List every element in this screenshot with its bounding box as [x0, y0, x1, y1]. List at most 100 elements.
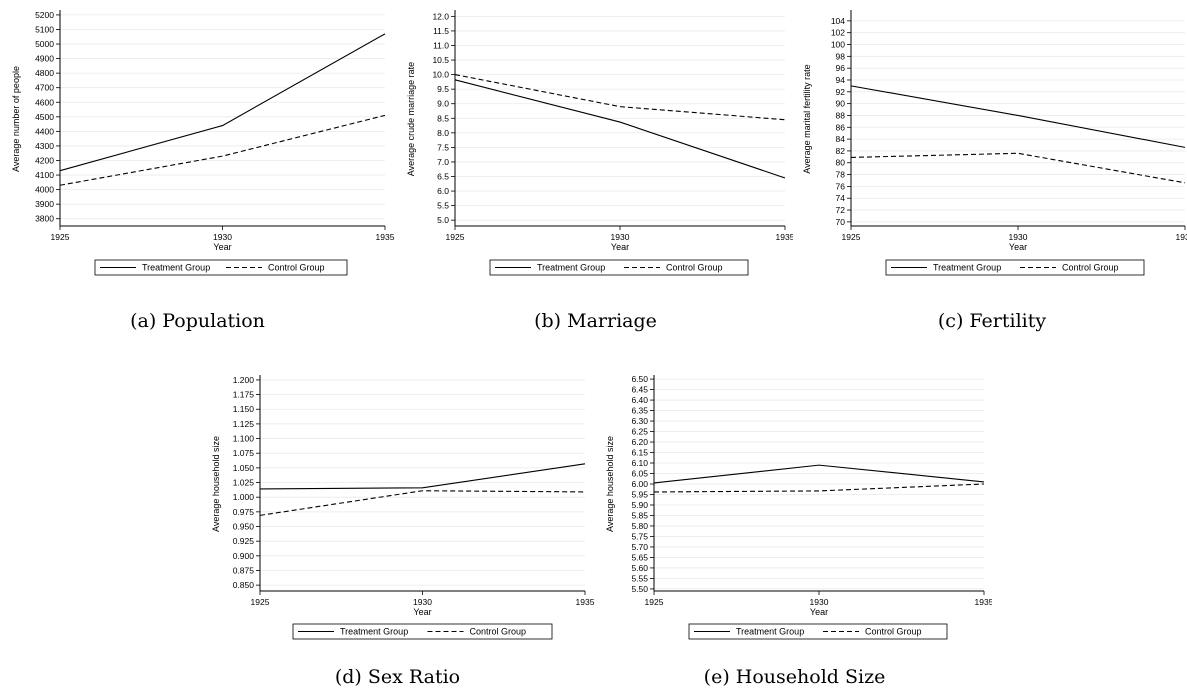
- y-tick-label: 5200: [35, 10, 54, 20]
- y-tick-label: 6.40: [631, 395, 648, 405]
- y-tick-label: 0.950: [233, 522, 255, 532]
- y-tick-label: 4000: [35, 185, 54, 195]
- chart-svg: 3800 3900 4000 4100 4200 4300 4400 4500 4600 4700…: [11, 10, 395, 332]
- y-tick-label: 100: [831, 40, 845, 50]
- y-tick-label: 7.5: [437, 142, 449, 152]
- control-group-line: [653, 483, 985, 493]
- y-tick-label: 6.20: [631, 437, 648, 447]
- y-tick-label: 1.050: [233, 463, 255, 473]
- y-tick-label: 11.0: [433, 40, 449, 50]
- legend-label: Treatment Group: [142, 263, 210, 273]
- y-tick-label: 6.50: [631, 374, 648, 384]
- legend-label: Control Group: [865, 627, 922, 637]
- x-tick-label: 1935: [576, 597, 595, 607]
- y-tick-label: 98: [836, 51, 846, 61]
- chart-svg: 5.505.555.605.655.705.755.805.855.905.95…: [605, 374, 992, 688]
- y-tick-label: 4100: [35, 170, 54, 180]
- y-tick-label: 6.45: [631, 385, 648, 395]
- y-tick-label: 5.70: [631, 542, 648, 552]
- x-tick-label: 1925: [842, 232, 861, 242]
- treatment-group-line: [653, 464, 985, 484]
- x-tick-label: 1930: [810, 597, 829, 607]
- y-tick-label: 1.175: [233, 390, 255, 400]
- y-tick-label: 102: [831, 28, 845, 38]
- y-tick-label: 90: [836, 99, 846, 109]
- y-tick-label: 5000: [35, 39, 54, 49]
- x-tick-label: 1930: [1009, 232, 1028, 242]
- y-tick-label: 72: [836, 205, 846, 215]
- chart-svg: 0.850 0.875 0.900 0.925 0.950 0.975 1.000 1.025…: [211, 375, 595, 688]
- x-axis-label: Year: [413, 607, 431, 617]
- y-tick-label: 1.150: [233, 404, 255, 414]
- y-tick-label: 0.975: [233, 507, 255, 517]
- y-tick-label: 7.0: [437, 157, 449, 167]
- y-tick-label: 5.75: [631, 531, 648, 541]
- legend-box: [94, 259, 348, 276]
- y-axis-label: Average number of people: [11, 66, 21, 172]
- y-tick-label: 1.125: [233, 419, 255, 429]
- treatment-group-line: [259, 463, 586, 490]
- y-tick-label: 1.200: [233, 375, 255, 385]
- y-tick-label: 0.875: [233, 565, 255, 575]
- y-tick-label: 5.85: [631, 510, 648, 520]
- y-tick-label: 5.65: [631, 552, 648, 562]
- x-tick-label: 1930: [413, 597, 432, 607]
- y-tick-label: 80: [836, 158, 846, 168]
- chart-panel-household-size: 5.50 5.55 5.60 5.65 5.70 5.75 5.80 5.85 5.90 5.95…: [597, 365, 992, 693]
- legend-box: [885, 259, 1145, 276]
- y-tick-label: 10.5: [432, 55, 449, 65]
- y-tick-label: 12.0: [432, 11, 449, 21]
- y-axis-label: Average household size: [605, 436, 615, 532]
- y-tick-label: 92: [836, 87, 846, 97]
- y-tick-label: 4400: [35, 126, 54, 136]
- legend-box: [489, 259, 749, 276]
- y-tick-label: 4800: [35, 68, 54, 78]
- x-tick-label: 1925: [645, 597, 664, 607]
- y-tick-label: 5.55: [631, 573, 648, 583]
- legend-label: Treatment Group: [736, 627, 804, 637]
- y-tick-label: 74: [836, 193, 846, 203]
- control-group-line: [259, 490, 586, 516]
- y-tick-label: 78: [836, 170, 846, 180]
- y-tick-label: 5.90: [631, 500, 648, 510]
- y-tick-label: 6.10: [631, 458, 648, 468]
- legend-label: Control Group: [666, 263, 723, 273]
- y-tick-label: 5.80: [631, 521, 648, 531]
- legend-label: Control Group: [1062, 263, 1119, 273]
- x-axis-label: Year: [611, 242, 629, 252]
- y-tick-label: 1.000: [233, 492, 255, 502]
- control-group-line: [850, 152, 1186, 184]
- y-tick-label: 9.0: [437, 99, 449, 109]
- y-tick-label: 1.025: [233, 478, 255, 488]
- x-tick-label: 1935: [376, 232, 395, 242]
- y-axis-label: Average household size: [211, 436, 221, 532]
- y-tick-label: 0.850: [233, 580, 255, 590]
- y-tick-label: 5100: [35, 24, 54, 34]
- y-tick-label: 4300: [35, 141, 54, 151]
- y-tick-label: 82: [836, 146, 846, 156]
- y-tick-label: 104: [831, 16, 845, 26]
- legend-label: Treatment Group: [537, 263, 605, 273]
- y-tick-label: 70: [836, 217, 846, 227]
- y-tick-label: 4200: [35, 155, 54, 165]
- y-tick-label: 8.5: [437, 113, 449, 123]
- chart-caption: (b) Marriage: [534, 310, 657, 332]
- x-tick-label: 1925: [251, 597, 270, 607]
- y-tick-label: 86: [836, 122, 846, 132]
- y-tick-label: 5.95: [631, 489, 648, 499]
- y-tick-label: 5.50: [631, 584, 648, 594]
- y-tick-label: 6.25: [631, 427, 648, 437]
- chart-svg: 5.0 5.5 6.0 6.5 7.0 7.5 8.0 8.5 9.0 9.5 10.0 10.5 11…: [406, 10, 793, 332]
- y-tick-label: 6.05: [631, 469, 648, 479]
- y-tick-label: 5.0: [437, 215, 449, 225]
- y-tick-label: 10.0: [432, 70, 449, 80]
- y-tick-label: 6.0: [437, 186, 449, 196]
- y-tick-label: 88: [836, 110, 846, 120]
- chart-caption: (a) Population: [130, 310, 265, 332]
- y-tick-label: 3900: [35, 199, 54, 209]
- x-tick-label: 1935: [1176, 232, 1187, 242]
- chart-panel-fertility: 70 72 74 76 78 80 82 84 86 88 90 92 94 96 98 100 102 104 1…: [797, 0, 1187, 345]
- legend-box: [688, 623, 948, 640]
- control-group-line: [454, 74, 786, 121]
- y-tick-label: 4600: [35, 97, 54, 107]
